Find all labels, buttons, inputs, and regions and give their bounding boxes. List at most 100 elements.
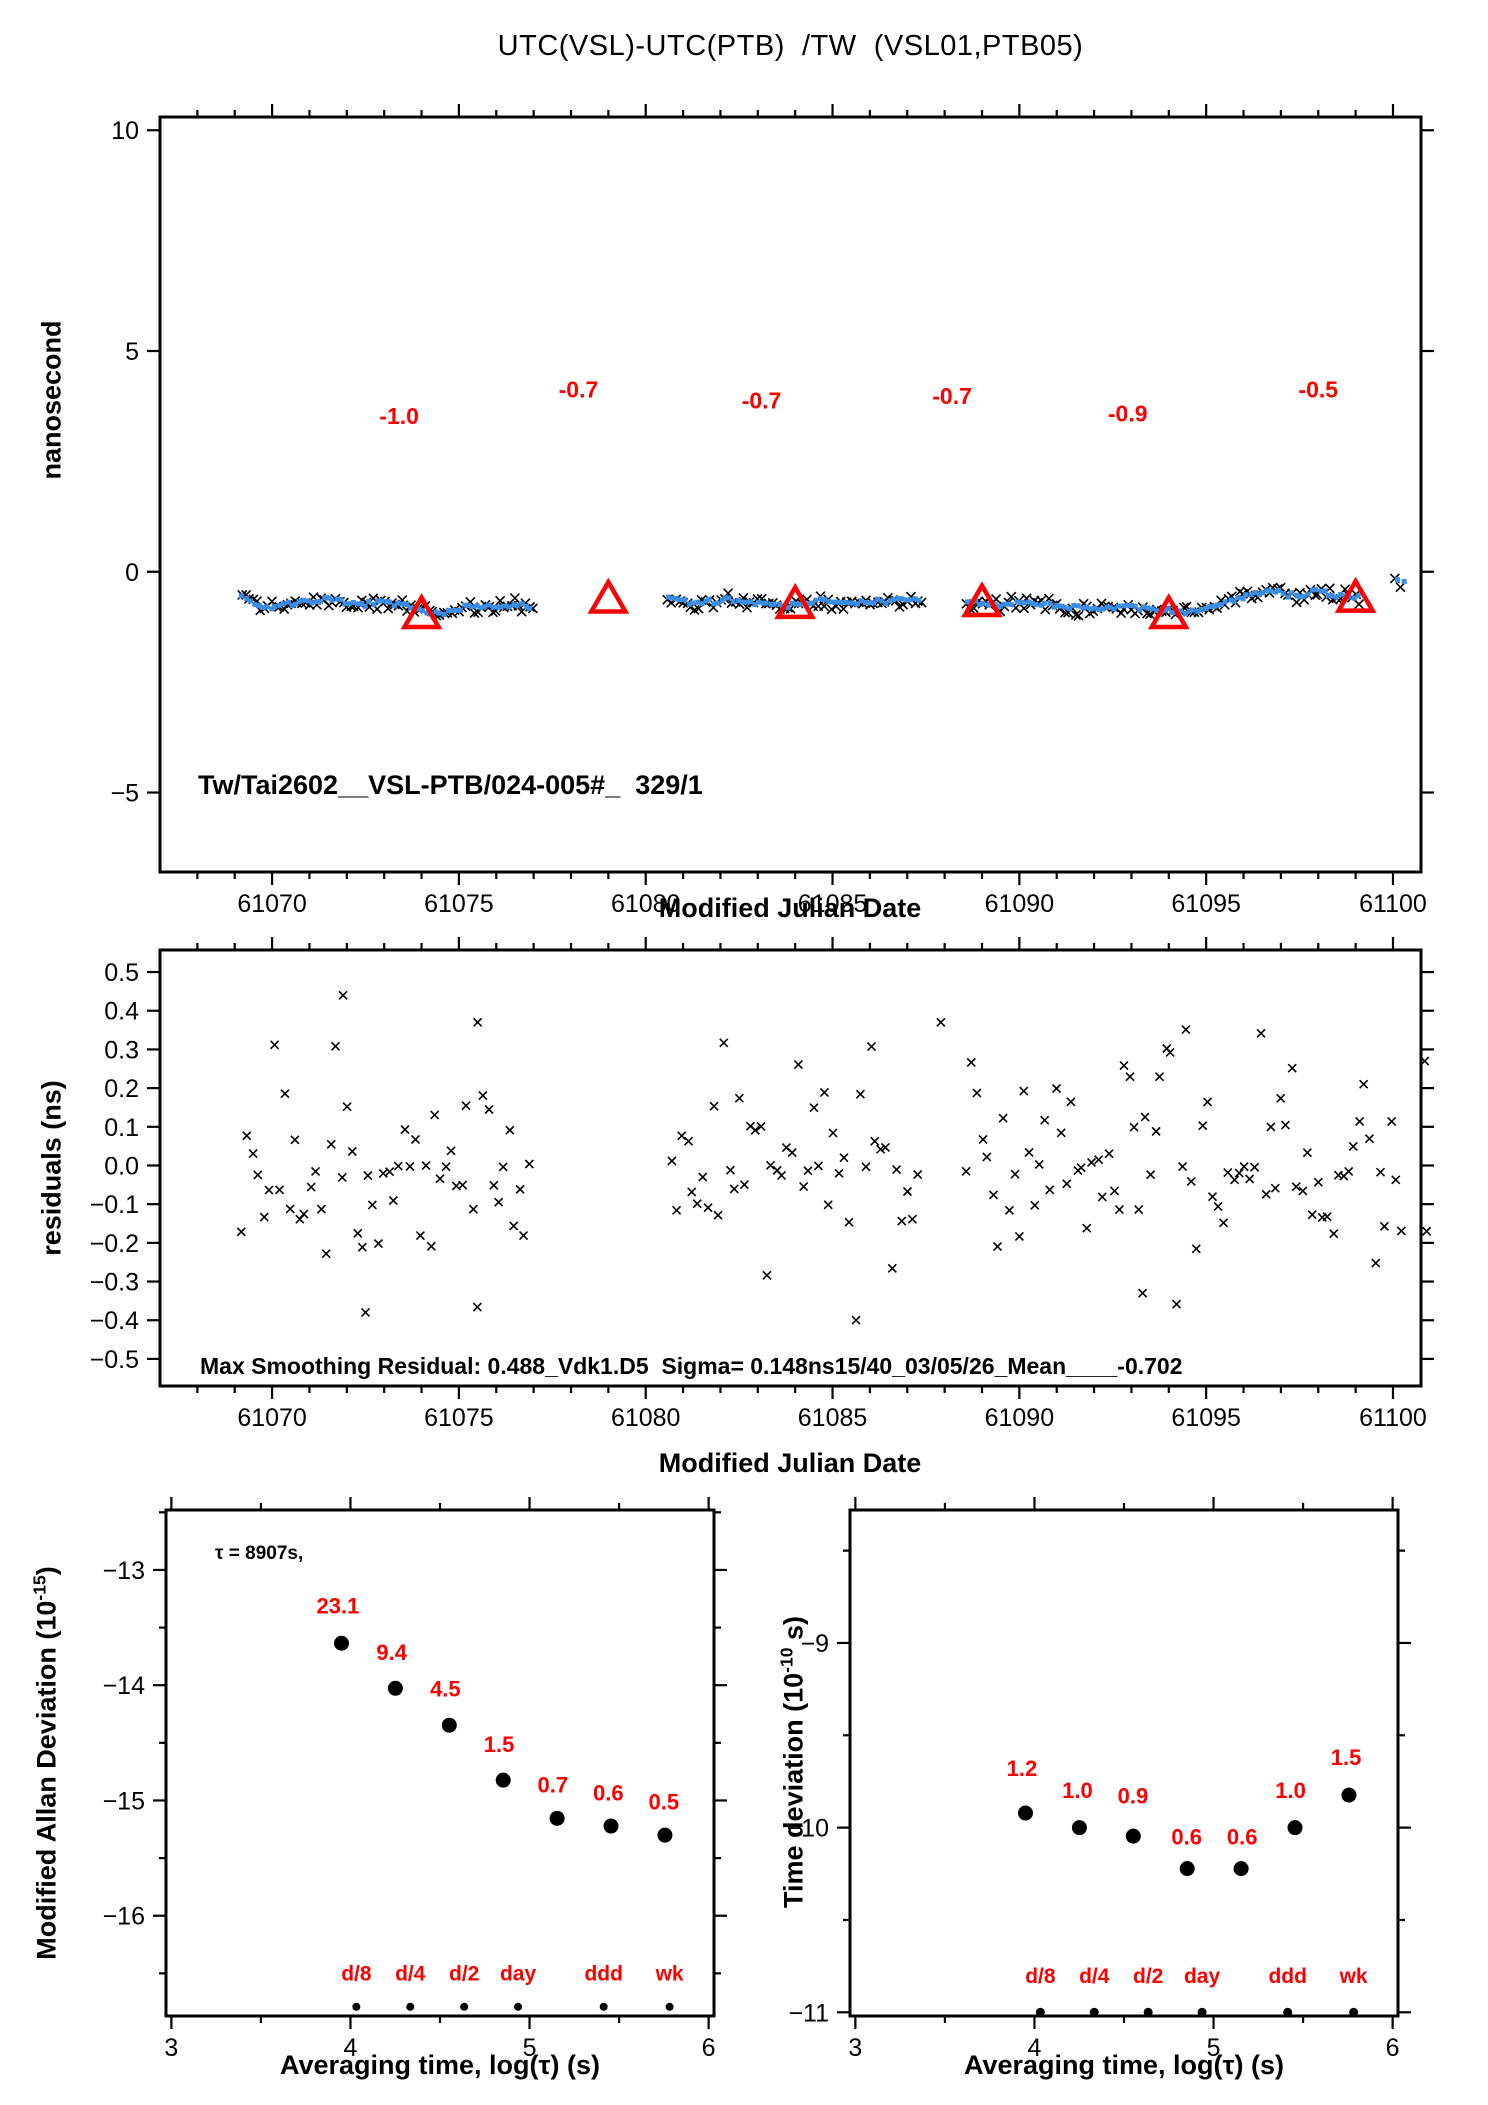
time-deviation-series-tau-tick-dots xyxy=(1035,2007,1359,2017)
tw-time-transfer-value-label: -0.7 xyxy=(742,387,782,413)
tdev-y-title-exponent: -10 xyxy=(776,1647,797,1673)
smoothing-residuals-x-tick: 61075 xyxy=(424,1404,494,1432)
time-deviation-value-label: d/8 xyxy=(1025,1965,1056,1988)
smoothing-residuals-y-tick: 0.1 xyxy=(104,1114,139,1142)
time-deviation-value-label: d/2 xyxy=(1133,1965,1163,1988)
tw-time-transfer-y-tick: 0 xyxy=(125,559,139,587)
smoothing-residuals-x-tick: 61090 xyxy=(985,1404,1055,1432)
mdev-y-title-text: Modified Allan Deviation (10 xyxy=(31,1600,62,1960)
tdev-y-title-close: s) xyxy=(778,1616,809,1648)
modified-allan-deviation-value-label: 9.4 xyxy=(376,1640,407,1665)
modified-allan-deviation-y-tick: −13 xyxy=(103,1557,145,1585)
time-deviation-value-label: 1.0 xyxy=(1275,1778,1306,1803)
tw-time-transfer: 61070 61075 61080 61085 61090 61095 61100 10 5 0 −… xyxy=(110,104,1434,918)
middle-y-axis-title: residuals (ns) xyxy=(36,1080,67,1256)
smoothing-residuals-y-tick: 0.0 xyxy=(104,1152,139,1180)
tdev-y-axis-title: Time deviation (10-10 s) xyxy=(777,1616,810,1908)
tw-time-transfer-x-tick: 61100 xyxy=(1359,890,1427,918)
modified-allan-deviation-y-tick: −16 xyxy=(103,1903,145,1931)
figure-title: UTC(VSL)-UTC(PTB) /TW (VSL01,PTB05) xyxy=(497,30,1084,62)
modified-allan-deviation: 3 4 5 6 −13 −14 −15 −16 23.1 9.4 4.5 1.5 0.7 0.6 0.5 d/… xyxy=(103,1497,727,2062)
time-deviation-value-label: 0.6 xyxy=(1171,1824,1202,1849)
tw-time-transfer-value-label: -0.7 xyxy=(559,376,599,402)
tw-time-transfer-value-label: -0.9 xyxy=(1108,401,1148,427)
tw-time-transfer-value-label: -0.7 xyxy=(932,383,972,409)
smoothing-residuals-y-tick: 0.3 xyxy=(104,1036,139,1064)
middle-x-axis-title: Modified Julian Date xyxy=(658,1448,922,1478)
time-deviation-value-label: ddd xyxy=(1268,1965,1306,1988)
time-deviation-value-label: 1.2 xyxy=(1007,1756,1038,1781)
time-deviation-x-tick: 6 xyxy=(1386,2034,1400,2062)
mdev-x-axis-title: Averaging time, log(τ) (s) xyxy=(279,2050,601,2080)
time-deviation: 3 4 5 6 −9 −10 −11 1.2 1.0 0.9 0.6 0.6 1.0 1.5 d/8 d/4 d… xyxy=(787,1497,1411,2062)
smoothing-residuals-y-tick: 0.5 xyxy=(104,959,139,987)
time-deviation-value-label: day xyxy=(1184,1965,1221,1988)
time-deviation-y-tick: −9 xyxy=(800,1630,829,1658)
modified-allan-deviation-value-label: wk xyxy=(655,1962,684,1985)
tw-time-transfer-y-tick: 10 xyxy=(111,117,139,145)
modified-allan-deviation-x-tick: 5 xyxy=(523,2034,537,2062)
top-x-axis-title: Modified Julian Date xyxy=(658,893,922,923)
tau-annotation: τ = 8907s, xyxy=(215,1543,304,1564)
top-y-axis-title: nanosecond xyxy=(36,320,67,480)
modified-allan-deviation-value-label: d/8 xyxy=(341,1962,372,1985)
smoothing-residuals-series-residual-scatter xyxy=(236,990,1432,1325)
time-deviation-x-tick: 4 xyxy=(1028,2034,1042,2062)
tw-time-transfer-x-tick: 61070 xyxy=(237,890,307,918)
link-id-annotation: Tw/Tai2602__VSL-PTB/024-005#_ 329/1 xyxy=(198,770,703,800)
smoothing-residuals-x-tick: 61085 xyxy=(798,1404,868,1432)
modified-allan-deviation-value-label: ddd xyxy=(584,1962,622,1985)
mdev-y-title-exponent: -15 xyxy=(29,1575,50,1601)
time-deviation-value-label: 1.5 xyxy=(1331,1745,1362,1770)
modified-allan-deviation-x-tick: 3 xyxy=(164,2034,178,2062)
smoothing-annotation: Max Smoothing Residual: 0.488_Vdk1.D5 Si… xyxy=(200,1353,1183,1379)
time-deviation-y-tick: −11 xyxy=(788,1999,829,2027)
modified-allan-deviation-value-label: 23.1 xyxy=(317,1594,360,1619)
modified-allan-deviation-value-label: d/4 xyxy=(395,1962,426,1985)
time-deviation-x-tick: 3 xyxy=(848,2034,862,2062)
time-deviation-value-label: 1.0 xyxy=(1062,1778,1093,1803)
tw-time-transfer-value-label: -0.5 xyxy=(1298,376,1338,402)
smoothing-residuals-y-tick: 0.4 xyxy=(104,998,139,1026)
modified-allan-deviation-value-label: 0.7 xyxy=(538,1772,569,1797)
modified-allan-deviation-value-label: 0.5 xyxy=(649,1790,680,1815)
mdev-y-axis-title: Modified Allan Deviation (10-15) xyxy=(30,1566,63,1959)
tw-time-transfer-x-tick: 61095 xyxy=(1171,890,1241,918)
tw-time-transfer-series-tw-smoothed xyxy=(238,577,1407,617)
modified-allan-deviation-value-label: 1.5 xyxy=(484,1732,515,1757)
smoothing-residuals-y-tick: −0.5 xyxy=(90,1346,139,1374)
tw-time-transfer-x-tick: 61090 xyxy=(985,890,1055,918)
time-deviation-value-label: 0.6 xyxy=(1227,1824,1258,1849)
time-deviation-x-tick: 5 xyxy=(1207,2034,1221,2062)
tw-time-transfer-x-tick: 61085 xyxy=(798,890,868,918)
modified-allan-deviation-series-tau-tick-dots xyxy=(352,2002,674,2011)
smoothing-residuals: 61070 61075 61080 61085 61090 61095 61100 0.5 0.… xyxy=(90,937,1434,1432)
modified-allan-deviation-value-label: 4.5 xyxy=(430,1677,461,1702)
time-deviation-value-label: d/4 xyxy=(1079,1965,1110,1988)
modified-allan-deviation-series-mdev-points xyxy=(334,1635,673,1843)
smoothing-residuals-x-tick: 61070 xyxy=(237,1404,307,1432)
time-deviation-y-tick: −10 xyxy=(787,1815,829,1843)
smoothing-residuals-x-tick: 61080 xyxy=(611,1404,681,1432)
smoothing-residuals-y-tick: −0.1 xyxy=(90,1191,139,1219)
tw-time-transfer-series-tai-link-values xyxy=(400,576,1377,630)
time-deviation-value-label: wk xyxy=(1339,1965,1368,1988)
smoothing-residuals-x-tick: 61095 xyxy=(1171,1404,1241,1432)
modified-allan-deviation-value-label: day xyxy=(500,1962,537,1985)
tw-time-transfer-y-tick: −5 xyxy=(110,780,139,808)
smoothing-residuals-y-tick: −0.4 xyxy=(90,1307,139,1335)
tw-time-transfer-value-label: -1.0 xyxy=(379,403,419,429)
tdev-y-title-text: Time deviation (10 xyxy=(778,1672,809,1908)
mdev-y-title-close: ) xyxy=(31,1566,62,1576)
tw-time-transfer-x-tick: 61080 xyxy=(611,890,681,918)
time-deviation-series-tdev-points xyxy=(1018,1787,1357,1877)
tw-time-transfer-y-tick: 5 xyxy=(125,338,139,366)
smoothing-residuals-y-tick: −0.3 xyxy=(90,1269,139,1297)
smoothing-residuals-y-tick: 0.2 xyxy=(104,1075,139,1103)
tdev-x-axis-title: Averaging time, log(τ) (s) xyxy=(963,2050,1285,2080)
smoothing-residuals-x-tick: 61100 xyxy=(1359,1404,1427,1432)
modified-allan-deviation-value-label: d/2 xyxy=(449,1962,479,1985)
modified-allan-deviation-x-tick: 4 xyxy=(344,2034,358,2062)
